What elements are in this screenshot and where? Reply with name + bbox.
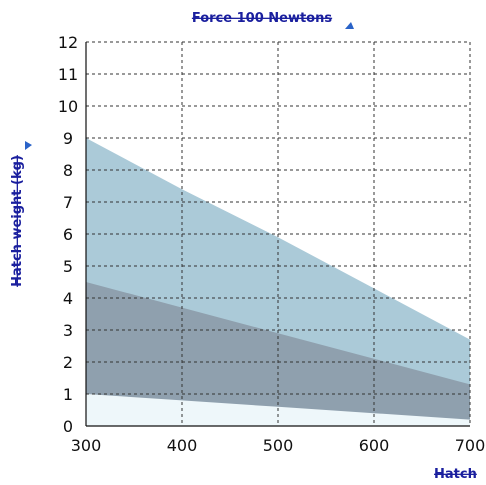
y-tick-label-11: 11 bbox=[58, 65, 78, 84]
y-tick-label-5: 5 bbox=[63, 257, 73, 276]
y-tick-label-1: 1 bbox=[63, 385, 73, 404]
x-tick-label-400: 400 bbox=[167, 436, 198, 455]
y-tick-label-8: 8 bbox=[63, 161, 73, 180]
x-tick-label-700: 700 bbox=[455, 436, 486, 455]
y-tick-label-6: 6 bbox=[63, 225, 73, 244]
y-tick-label-0: 0 bbox=[63, 417, 73, 436]
y-axis-title: Hatch weight (kg) bbox=[10, 155, 25, 287]
chart-title: Force 100 Newtons bbox=[192, 11, 333, 26]
y-tick-label-10: 10 bbox=[58, 97, 78, 116]
x-tick-labels: 300 400 500 600 700 bbox=[71, 436, 486, 455]
y-tick-label-4: 4 bbox=[63, 289, 73, 308]
y-tick-label-2: 2 bbox=[63, 353, 73, 372]
y-tick-label-7: 7 bbox=[63, 193, 73, 212]
y-tick-label-9: 9 bbox=[63, 129, 73, 148]
y-axis-title-marker-icon bbox=[25, 141, 32, 150]
title-marker-icon bbox=[345, 22, 354, 29]
y-tick-label-3: 3 bbox=[63, 321, 73, 340]
axes bbox=[85, 42, 470, 427]
x-axis-title: Hatch bbox=[434, 467, 477, 482]
x-tick-label-600: 600 bbox=[359, 436, 390, 455]
x-tick-label-500: 500 bbox=[263, 436, 294, 455]
x-tick-label-300: 300 bbox=[71, 436, 102, 455]
y-tick-label-12: 12 bbox=[58, 33, 78, 52]
